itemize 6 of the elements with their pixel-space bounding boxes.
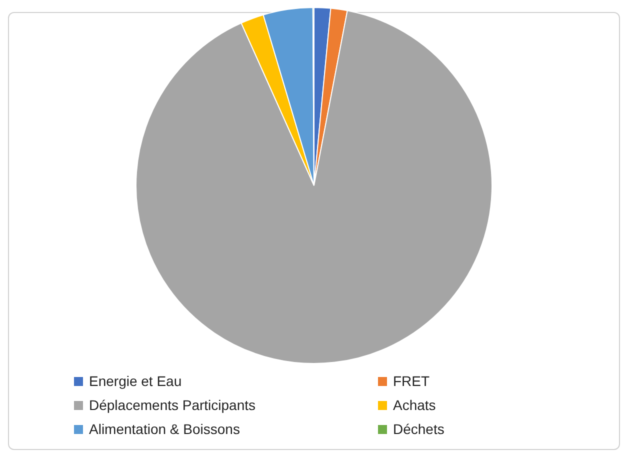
legend-label: Déchets (392, 420, 446, 438)
legend-label: Achats (392, 396, 437, 414)
legend-label: Déplacements Participants (88, 396, 257, 414)
legend-label: Alimentation & Boissons (88, 420, 241, 438)
legend-label: FRET (392, 372, 431, 390)
legend-label: Energie et Eau (88, 372, 183, 390)
